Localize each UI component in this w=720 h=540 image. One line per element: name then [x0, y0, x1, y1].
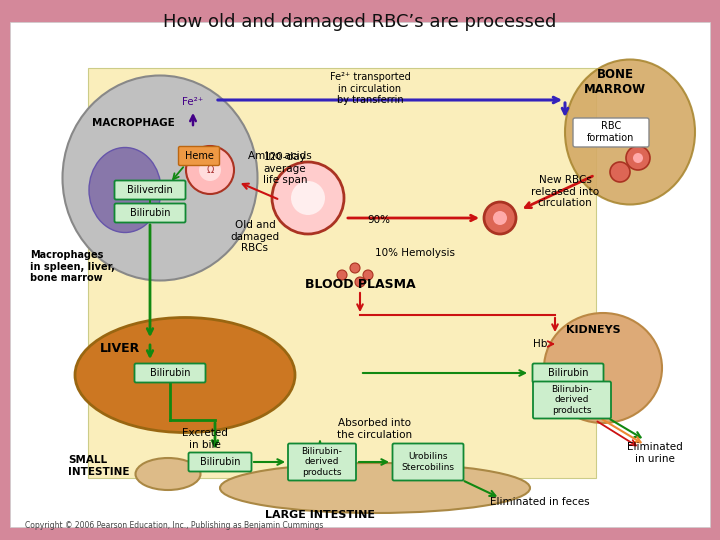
- Text: Old and
damaged
RBCs: Old and damaged RBCs: [230, 220, 279, 253]
- Text: 90%: 90%: [367, 215, 390, 225]
- Text: SMALL
INTESTINE: SMALL INTESTINE: [68, 455, 130, 477]
- Text: Excreted
in bile: Excreted in bile: [182, 428, 228, 450]
- Text: Fe²⁺ transported
in circulation
by transferrin: Fe²⁺ transported in circulation by trans…: [330, 72, 410, 105]
- Ellipse shape: [220, 463, 530, 513]
- Circle shape: [337, 270, 347, 280]
- Text: Eliminated
in urine: Eliminated in urine: [627, 442, 683, 464]
- Circle shape: [350, 263, 360, 273]
- FancyBboxPatch shape: [533, 381, 611, 418]
- Circle shape: [291, 181, 325, 215]
- Circle shape: [633, 153, 643, 163]
- Circle shape: [363, 270, 373, 280]
- FancyBboxPatch shape: [533, 363, 603, 382]
- Text: Bilirubin: Bilirubin: [150, 368, 190, 378]
- Text: Bilirubin-
derived
products: Bilirubin- derived products: [302, 447, 343, 477]
- FancyBboxPatch shape: [392, 443, 464, 481]
- Text: 10% Hemolysis: 10% Hemolysis: [375, 248, 455, 258]
- Text: BONE
MARROW: BONE MARROW: [584, 68, 646, 96]
- Ellipse shape: [75, 318, 295, 433]
- Text: Eliminated in feces: Eliminated in feces: [490, 497, 590, 507]
- Text: LARGE INTESTINE: LARGE INTESTINE: [265, 510, 375, 520]
- FancyBboxPatch shape: [288, 443, 356, 481]
- Ellipse shape: [89, 147, 161, 233]
- Text: MACROPHAGE: MACROPHAGE: [92, 118, 175, 128]
- FancyBboxPatch shape: [179, 146, 220, 165]
- Circle shape: [199, 159, 221, 181]
- Text: Ω: Ω: [207, 165, 214, 175]
- Circle shape: [272, 162, 344, 234]
- Text: LIVER: LIVER: [100, 342, 140, 355]
- Text: How old and damaged RBC’s are processed: How old and damaged RBC’s are processed: [163, 13, 557, 31]
- Text: Copyright © 2006 Pearson Education, Inc., Publishing as Benjamin Cummings: Copyright © 2006 Pearson Education, Inc.…: [25, 521, 323, 530]
- FancyBboxPatch shape: [114, 204, 186, 222]
- Text: Hb: Hb: [533, 339, 547, 349]
- Text: 120-day
average
life span: 120-day average life span: [263, 152, 307, 185]
- Text: Amino acids: Amino acids: [248, 151, 312, 161]
- Circle shape: [186, 146, 234, 194]
- Circle shape: [484, 202, 516, 234]
- Text: BLOOD PLASMA: BLOOD PLASMA: [305, 278, 415, 291]
- Text: KIDNEYS: KIDNEYS: [566, 325, 621, 335]
- Text: RBC
formation: RBC formation: [588, 121, 635, 143]
- Text: Biliverdin: Biliverdin: [127, 185, 173, 195]
- Text: Urobilins
Stercobilins: Urobilins Stercobilins: [402, 453, 454, 472]
- Text: Macrophages
in spleen, liver,
bone marrow: Macrophages in spleen, liver, bone marro…: [30, 250, 115, 283]
- Text: Bilirubin: Bilirubin: [548, 368, 588, 378]
- Text: Bilirubin: Bilirubin: [199, 457, 240, 467]
- Ellipse shape: [544, 313, 662, 423]
- FancyBboxPatch shape: [135, 363, 205, 382]
- Ellipse shape: [565, 59, 695, 205]
- Circle shape: [355, 277, 365, 287]
- Text: Fe²⁺: Fe²⁺: [182, 97, 204, 107]
- Circle shape: [626, 146, 650, 170]
- FancyBboxPatch shape: [189, 453, 251, 471]
- Ellipse shape: [135, 458, 200, 490]
- Ellipse shape: [63, 76, 258, 280]
- Text: Bilirubin-
derived
products: Bilirubin- derived products: [552, 385, 593, 415]
- FancyBboxPatch shape: [10, 22, 710, 527]
- Circle shape: [493, 211, 507, 225]
- Text: Bilirubin: Bilirubin: [130, 208, 170, 218]
- Text: Heme: Heme: [184, 151, 213, 161]
- Circle shape: [610, 162, 630, 182]
- Text: Absorbed into
the circulation: Absorbed into the circulation: [338, 418, 413, 440]
- Text: New RBCs
released into
circulation: New RBCs released into circulation: [531, 175, 599, 208]
- FancyBboxPatch shape: [88, 68, 596, 478]
- FancyBboxPatch shape: [573, 118, 649, 147]
- FancyBboxPatch shape: [114, 180, 186, 199]
